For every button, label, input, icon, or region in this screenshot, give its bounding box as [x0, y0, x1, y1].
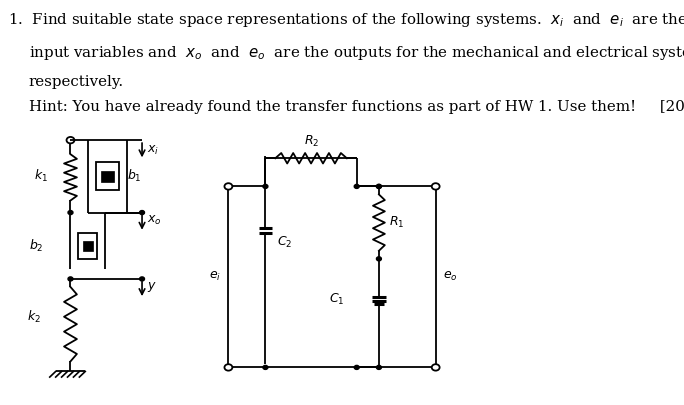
Circle shape: [140, 211, 144, 215]
Circle shape: [354, 365, 359, 369]
Circle shape: [376, 184, 382, 188]
Circle shape: [68, 211, 73, 215]
Circle shape: [376, 365, 382, 369]
Text: $k_1$: $k_1$: [34, 168, 49, 184]
Text: input variables and  $x_o$  and  $e_o$  are the outputs for the mechanical and e: input variables and $x_o$ and $e_o$ are …: [29, 44, 684, 62]
Text: $b_2$: $b_2$: [29, 238, 43, 254]
Circle shape: [354, 184, 359, 188]
Bar: [101, 171, 114, 182]
Circle shape: [376, 257, 382, 261]
Text: Hint: You have already found the transfer functions as part of HW 1. Use them!  : Hint: You have already found the transfe…: [29, 100, 684, 114]
Text: $R_1$: $R_1$: [389, 215, 404, 230]
Circle shape: [68, 277, 73, 281]
Bar: [83, 241, 93, 251]
Text: $R_2$: $R_2$: [304, 134, 319, 149]
Text: $e_o$: $e_o$: [443, 271, 458, 284]
Text: $C_1$: $C_1$: [329, 292, 344, 307]
Circle shape: [263, 365, 268, 369]
Text: $C_2$: $C_2$: [278, 234, 293, 250]
Text: $b_1$: $b_1$: [127, 168, 142, 184]
Text: $k_2$: $k_2$: [27, 309, 41, 325]
Text: 1.  Find suitable state space representations of the following systems.  $x_i$  : 1. Find suitable state space representat…: [8, 11, 684, 30]
Circle shape: [376, 184, 382, 188]
Text: $y$: $y$: [147, 280, 157, 294]
Circle shape: [140, 277, 144, 281]
Text: $x_o$: $x_o$: [147, 214, 161, 227]
Circle shape: [263, 184, 268, 188]
Text: $x_i$: $x_i$: [147, 144, 159, 157]
Text: respectively.: respectively.: [29, 75, 124, 89]
Text: $e_i$: $e_i$: [209, 271, 221, 284]
